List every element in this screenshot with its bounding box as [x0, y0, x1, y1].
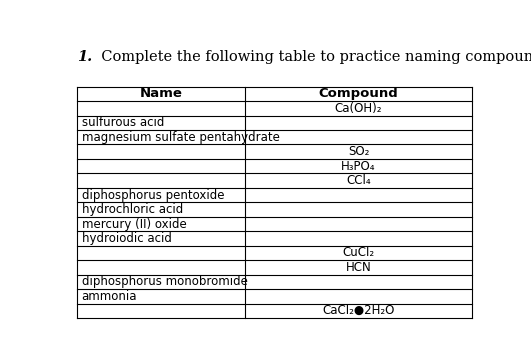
- Text: magnesium sulfate pentahydrate: magnesium sulfate pentahydrate: [82, 131, 279, 144]
- Text: ammonia: ammonia: [82, 290, 137, 303]
- Text: mercury (II) oxide: mercury (II) oxide: [82, 218, 186, 231]
- Text: SO₂: SO₂: [348, 145, 369, 158]
- Text: CCl₄: CCl₄: [346, 174, 371, 187]
- Text: CuCl₂: CuCl₂: [342, 247, 374, 260]
- Text: Complete the following table to practice naming compounds:: Complete the following table to practice…: [92, 50, 531, 64]
- Text: sulfurous acid: sulfurous acid: [82, 116, 164, 129]
- Text: CaCl₂●2H₂O: CaCl₂●2H₂O: [322, 304, 395, 317]
- Text: Ca(OH)₂: Ca(OH)₂: [335, 102, 382, 115]
- Text: HCN: HCN: [346, 261, 371, 274]
- Text: hydroiodic acid: hydroiodic acid: [82, 232, 172, 245]
- Text: hydrochloric acid: hydrochloric acid: [82, 203, 183, 216]
- Text: Name: Name: [140, 87, 183, 100]
- Text: 1.: 1.: [76, 50, 92, 64]
- Text: Compound: Compound: [319, 87, 398, 100]
- Text: diphosphorus pentoxide: diphosphorus pentoxide: [82, 189, 224, 202]
- Text: diphosphorus monobromide: diphosphorus monobromide: [82, 275, 247, 289]
- Text: H₃PO₄: H₃PO₄: [341, 160, 376, 173]
